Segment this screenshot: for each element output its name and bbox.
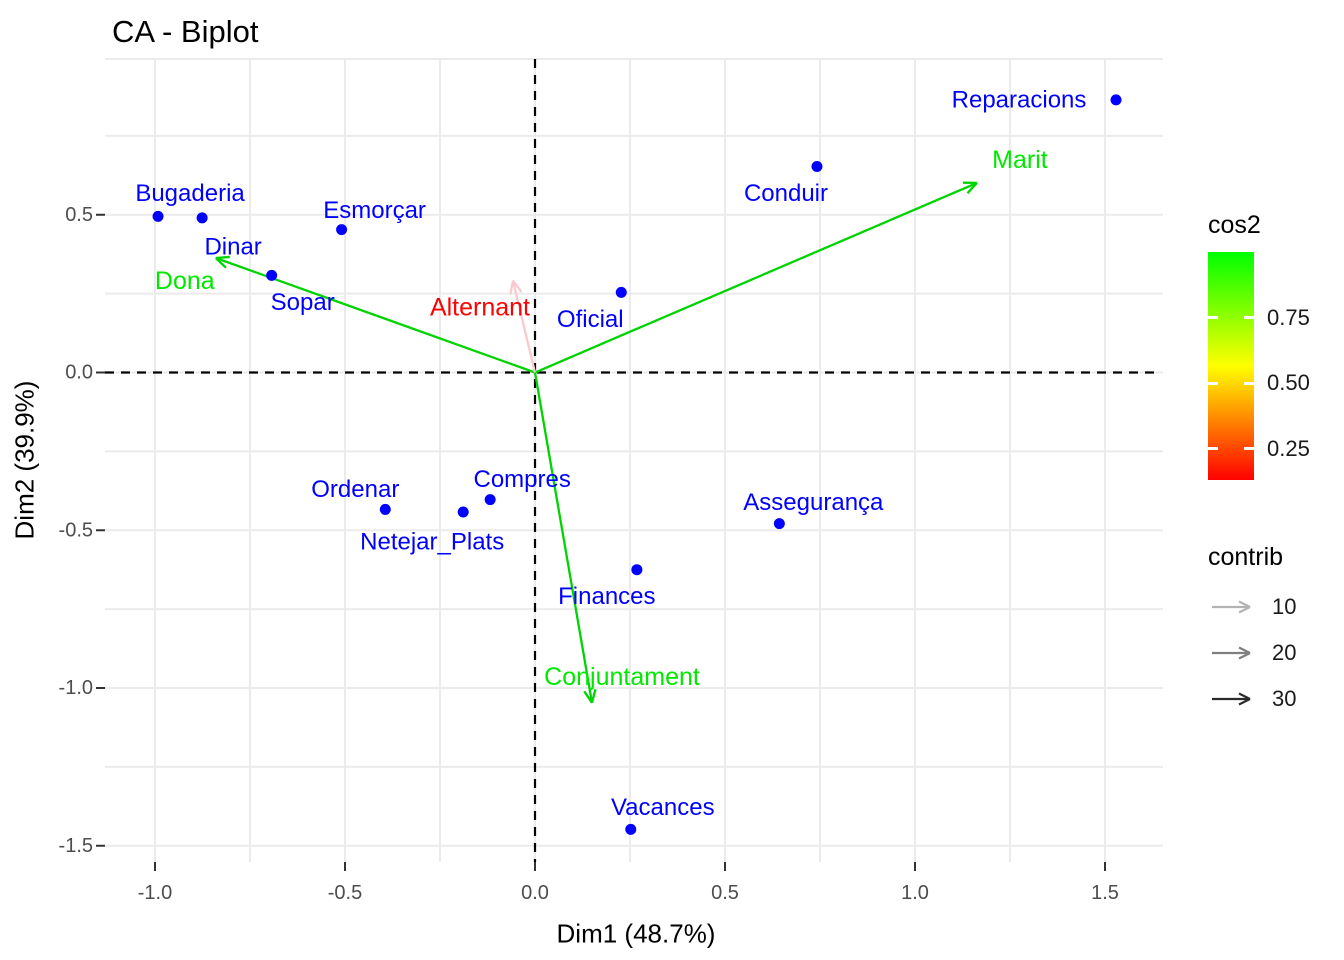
x-tick-label: 1.5	[1091, 882, 1119, 904]
data-point	[266, 269, 278, 281]
x-tick-label: 0.5	[711, 882, 739, 904]
point-label: Assegurança	[743, 489, 884, 516]
y-tick-label: 0.5	[65, 204, 93, 226]
data-point	[615, 286, 627, 298]
point-label: Reparacions	[952, 86, 1087, 113]
cos2-bar-tick	[1244, 381, 1254, 385]
plot-title: CA - Biplot	[112, 14, 259, 49]
data-point	[484, 494, 496, 506]
x-tick-label: 1.0	[901, 882, 929, 904]
biplot-arrow-marit-head	[966, 182, 978, 194]
cos2-gradient-bar	[1208, 252, 1254, 480]
y-tick-label: -0.5	[59, 519, 93, 541]
contrib-arrow-sample-10	[1212, 600, 1251, 614]
biplot-arrow-conjuntament-head	[590, 688, 597, 704]
biplot-arrow-conjuntament	[533, 372, 594, 704]
contrib-value-label: 10	[1272, 594, 1297, 619]
biplot-arrow-alternant	[511, 280, 537, 373]
data-point	[152, 210, 164, 222]
arrow-label: Marit	[992, 146, 1048, 174]
point-label: Conduir	[744, 180, 828, 207]
cos2-bar-tick	[1208, 447, 1218, 451]
contrib-legend-title: contrib	[1208, 543, 1284, 571]
point-label: Esmorçar	[323, 197, 426, 224]
data-point	[631, 564, 643, 576]
cos2-tick-label: 0.50	[1267, 370, 1310, 396]
data-point	[196, 212, 208, 224]
cos2-tick-label: 0.75	[1267, 304, 1310, 330]
data-point	[773, 518, 785, 530]
x-tick-label: -0.5	[328, 882, 362, 904]
x-tick-label: -1.0	[138, 882, 172, 904]
y-tick-label: 0.0	[65, 362, 93, 384]
point-label: Compres	[473, 466, 570, 493]
biplot-arrow-alternant-head	[512, 279, 523, 293]
contrib-value-label: 30	[1272, 686, 1297, 711]
cos2-bar-tick	[1244, 316, 1254, 320]
y-tick-label: -1.0	[59, 677, 93, 699]
biplot-arrow-dona-head	[215, 255, 230, 260]
arrow-label: Alternant	[430, 294, 530, 322]
x-tick-label: 0.0	[521, 882, 549, 904]
point-label: Dinar	[204, 233, 261, 260]
point-label: Ordenar	[311, 476, 399, 503]
point-label: Oficial	[557, 306, 624, 333]
data-point	[811, 160, 823, 172]
x-axis-title: Dim1 (48.7%)	[556, 918, 716, 949]
point-label: Finances	[558, 583, 655, 610]
biplot-arrow-marit	[534, 181, 978, 374]
cos2-bar-tick	[1208, 316, 1218, 320]
cos2-tick-label: 0.25	[1267, 435, 1310, 461]
point-label: Bugaderia	[135, 180, 245, 207]
contrib-arrow-sample-30	[1212, 692, 1251, 706]
cos2-bar-tick	[1208, 381, 1218, 385]
point-label: Netejar_Plats	[360, 528, 504, 555]
arrow-label: Conjuntament	[544, 663, 700, 691]
point-label: Sopar	[271, 289, 335, 316]
y-axis-title: Dim2 (39.9%)	[9, 380, 40, 540]
data-point	[1110, 94, 1122, 106]
biplot-arrow-dona-head	[215, 257, 227, 269]
biplot-arrow-alternant-head	[509, 280, 515, 295]
data-point	[625, 823, 637, 835]
cos2-bar-tick	[1244, 447, 1254, 451]
data-point	[336, 224, 348, 236]
y-tick-label: -1.5	[59, 835, 93, 857]
cos2-legend-title: cos2	[1208, 211, 1261, 239]
point-label: Vacances	[611, 794, 715, 821]
data-point	[379, 503, 391, 515]
contrib-value-label: 20	[1272, 640, 1297, 665]
arrow-label: Dona	[155, 267, 215, 295]
contrib-arrow-sample-20	[1212, 646, 1251, 660]
data-point	[457, 506, 469, 518]
biplot-arrow-conjuntament-head	[583, 690, 593, 704]
